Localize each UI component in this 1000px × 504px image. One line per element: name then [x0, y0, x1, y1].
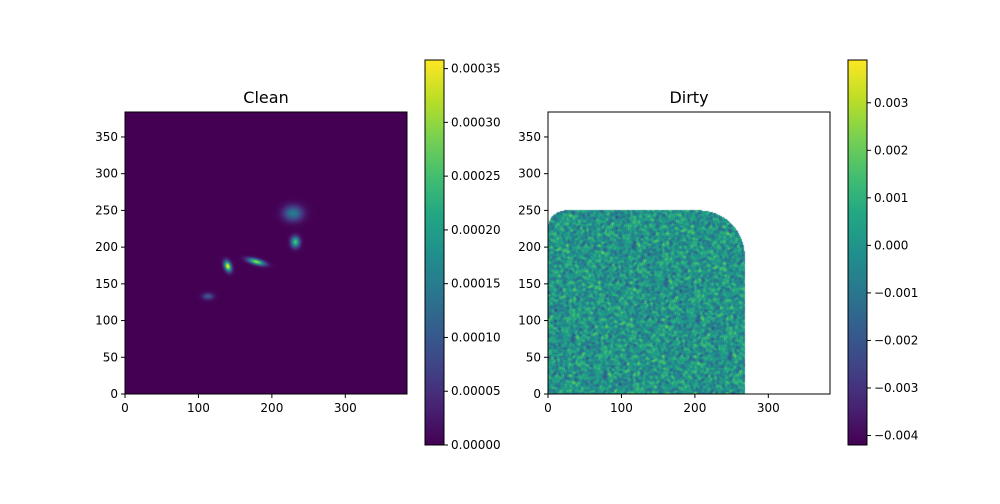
clean-heatmap-wrap: [125, 112, 407, 394]
clean-colorbar: 0.00000 0.00005 0.00010 0.00015 0.00020 0.000…: [424, 59, 501, 452]
dirty-y-tick-label: 300: [518, 167, 541, 181]
dirty-heatmap: [548, 112, 830, 394]
clean-x-tick-label: 100: [187, 401, 210, 415]
clean-colorbar-wrap: [425, 60, 444, 445]
dirty-colorbar-gradient: [848, 60, 867, 445]
clean-title: Clean: [243, 88, 288, 107]
clean-y-tick-label: 200: [95, 240, 118, 254]
dirty-title: Dirty: [669, 88, 708, 107]
clean-y-tick-label: 100: [95, 314, 118, 328]
clean-colorbar-tick-label: 0.00000: [451, 438, 501, 452]
clean-axes-frame: [124, 111, 408, 395]
dirty-panel: Dirty 0 100 200 300 0 50 100 150 200 250 300 350: [518, 88, 831, 415]
clean-x-tick-label: 0: [121, 401, 129, 415]
clean-colorbar-tick-label: 0.00015: [451, 277, 501, 291]
clean-x-tick-label: 200: [260, 401, 283, 415]
dirty-colorbar: −0.004 −0.003 −0.002 −0.001 0.000 0.001 0.002 0…: [847, 59, 918, 446]
dirty-colorbar-tick-label: −0.001: [874, 286, 918, 300]
clean-x-tick-label: 300: [334, 401, 357, 415]
dirty-heatmap-wrap: [548, 112, 830, 394]
dirty-y-tick-label: 350: [518, 130, 541, 144]
clean-colorbar-tick-label: 0.00030: [451, 115, 501, 129]
dirty-y-tick-label: 250: [518, 203, 541, 217]
clean-y-tick-label: 50: [103, 350, 118, 364]
clean-y-tick-label: 0: [110, 387, 118, 401]
dirty-colorbar-tick-label: 0.000: [874, 238, 908, 252]
dirty-colorbar-tick-label: 0.002: [874, 143, 908, 157]
dirty-y-tick-label: 150: [518, 277, 541, 291]
dirty-y-tick-label: 100: [518, 314, 541, 328]
dirty-x-tick-label: 200: [683, 401, 706, 415]
clean-y-tick-label: 250: [95, 203, 118, 217]
dirty-x-tick-label: 300: [757, 401, 780, 415]
dirty-colorbar-tick-label: 0.001: [874, 191, 908, 205]
dirty-colorbar-tick-label: 0.003: [874, 96, 908, 110]
dirty-colorbar-tick-label: −0.004: [874, 428, 918, 442]
dirty-colorbar-ticks: −0.004 −0.003 −0.002 −0.001 0.000 0.001 0.002 0…: [867, 96, 918, 442]
dirty-colorbar-tick-label: −0.003: [874, 381, 918, 395]
dirty-colorbar-wrap: [848, 60, 867, 445]
clean-panel: Clean 0 100 200 300 0 50 100 150 200 250 300 350: [95, 88, 408, 415]
clean-colorbar-tick-label: 0.00035: [451, 62, 501, 76]
clean-heatmap: [125, 112, 407, 394]
dirty-axes-frame: [547, 111, 831, 395]
dirty-colorbar-tick-label: −0.002: [874, 333, 918, 347]
clean-colorbar-tick-label: 0.00025: [451, 169, 501, 183]
clean-y-tick-label: 350: [95, 130, 118, 144]
clean-colorbar-tick-label: 0.00010: [451, 330, 501, 344]
clean-x-axis: 0 100 200 300: [121, 394, 357, 415]
clean-colorbar-tick-label: 0.00020: [451, 223, 501, 237]
clean-y-tick-label: 150: [95, 277, 118, 291]
clean-colorbar-tick-label: 0.00005: [451, 384, 501, 398]
dirty-y-tick-label: 0: [533, 387, 541, 401]
clean-colorbar-frame: [424, 59, 445, 446]
dirty-y-tick-label: 50: [526, 350, 541, 364]
clean-colorbar-gradient: [425, 60, 444, 445]
dirty-x-axis: 0 100 200 300: [544, 394, 780, 415]
clean-y-axis: 0 50 100 150 200 250 300 350: [95, 130, 125, 401]
clean-y-tick-label: 300: [95, 167, 118, 181]
dirty-x-tick-label: 0: [544, 401, 552, 415]
dirty-colorbar-frame: [847, 59, 868, 446]
dirty-y-axis: 0 50 100 150 200 250 300 350: [518, 130, 548, 401]
clean-colorbar-ticks: 0.00000 0.00005 0.00010 0.00015 0.00020 0.000…: [444, 62, 501, 452]
dirty-x-tick-label: 100: [610, 401, 633, 415]
dirty-y-tick-label: 200: [518, 240, 541, 254]
